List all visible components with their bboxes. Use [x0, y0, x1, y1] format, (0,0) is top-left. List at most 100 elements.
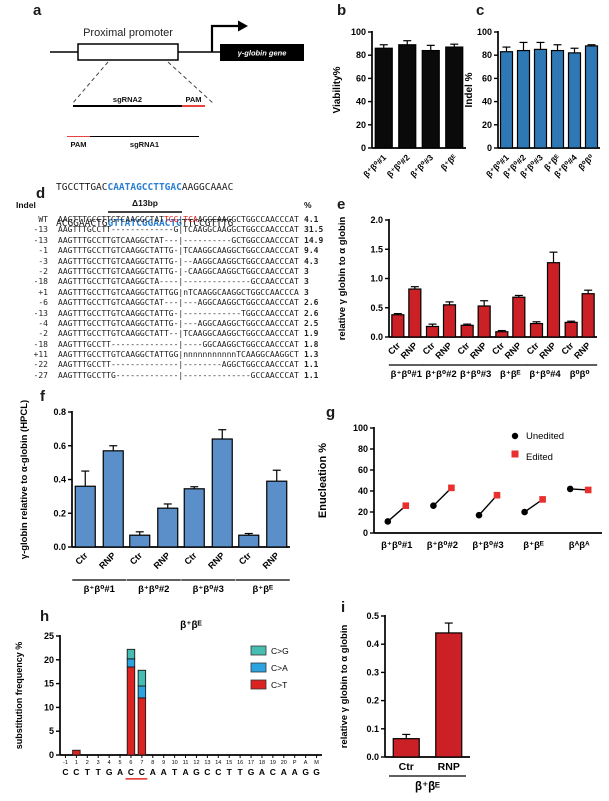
antisense-strand-sequence: ACGGAACTGGTTATCGGAACTGTTCCGTTTG: [56, 218, 233, 230]
indel-row: -13 AAGTTTGCCTT-------------G|TCAAGGCAAGG…: [12, 225, 352, 235]
indel-row: -13 AAGTTTGCCTTGTCAAGGCTAT---|----------G…: [12, 236, 352, 246]
panel-b-viability-chart: 0 20 40 60 80 100 Viability% β⁺β⁰#1β⁺β⁰#2β⁺β⁰#3…: [332, 27, 466, 179]
position-number: 15: [226, 760, 232, 766]
edited-point: [539, 496, 546, 503]
position-number: 17: [248, 760, 254, 766]
y-tick-label: 2.0: [370, 215, 383, 225]
bar: [183, 488, 205, 548]
bar: [460, 324, 474, 338]
y-axis-title: Viability%: [332, 66, 343, 113]
indel-row: -3 AAGTTTGCCTTGTCAAGGCTATTG-|--AAGGCAAGGC…: [12, 257, 352, 267]
pair-label: RNP: [433, 340, 454, 361]
bar: [533, 48, 548, 149]
sgRNA1-line: [90, 135, 199, 138]
position-letter: G: [193, 767, 200, 777]
x-category-label: β⁺β⁰#2: [385, 152, 412, 179]
legend-edited-marker: [511, 450, 519, 458]
y-tick-label: 0: [49, 750, 54, 760]
indel-size: -6: [38, 298, 48, 308]
indel-size: -13: [33, 235, 48, 245]
aligned-sequence: AAGTTTGCCTTGTCAAGGCTATTG-|-CAAGGCAAGGCTG…: [58, 266, 299, 276]
bar: [129, 534, 151, 548]
position-letter: G: [302, 767, 309, 777]
group-label: β⁺β⁰#4: [529, 369, 561, 380]
aligned-sequence: AAGTTTGCCTTGTCAAGGCTAT---|----------GCTG…: [58, 235, 299, 245]
bar: [211, 438, 233, 548]
position-letter: C: [215, 767, 221, 777]
unedited-point: [384, 518, 392, 525]
group-label: β⁺β⁰#1: [84, 584, 116, 595]
y-tick-label: 100: [353, 423, 368, 433]
deletion-region-line: [108, 211, 182, 213]
position-letter: G: [313, 767, 320, 777]
bar: [564, 321, 578, 338]
panel-f-hplc-chart: 0.0 0.2 0.4 0.6 0.8 γ-globin relative to α-gl…: [19, 400, 290, 595]
unedited-point: [566, 485, 574, 493]
aligned-sequence: AAGTTTGCCTTGTCAAGGCTA----|--------------…: [58, 277, 299, 287]
y-tick-label: 25: [44, 631, 54, 641]
bar: [512, 296, 526, 338]
edited-point: [402, 502, 410, 509]
position-number: 18: [259, 760, 265, 766]
panel-h-label: h: [40, 608, 50, 625]
gene-box: [220, 44, 304, 61]
y-tick-label: 60: [358, 465, 368, 475]
y-tick-label: 0.2: [366, 696, 379, 706]
stack-segment-C>T: [137, 697, 147, 756]
legend-label-C>G: C>G: [271, 646, 289, 656]
indel-frequency: 2.6: [304, 298, 319, 308]
indel-size: -13: [33, 308, 48, 318]
x-category-label: Ctr: [399, 761, 414, 773]
x-category-label: β⁺β⁰#3: [408, 152, 435, 179]
y-tick-label: 0: [487, 143, 492, 153]
bar: [374, 47, 393, 149]
y-tick-label: 0.8: [53, 407, 66, 417]
y-axis-title: substitution frequency %: [14, 642, 24, 750]
indel-frequency: 1.1: [304, 360, 319, 370]
y-tick-label: 0.4: [366, 639, 379, 649]
x-category-label: β⁺β⁰#1: [381, 540, 413, 551]
legend-unedited-marker: [511, 432, 519, 440]
pam-top-label: PAM: [185, 95, 202, 104]
position-letter: C: [73, 767, 79, 777]
group-label: β⁺βᴱ: [252, 584, 273, 595]
indel-frequency: 14.9: [304, 235, 324, 245]
y-tick-label: 10: [44, 702, 54, 712]
position-letter: G: [248, 767, 255, 777]
indel-frequency: 3: [304, 277, 309, 287]
bar: [425, 325, 440, 338]
indel-frequency: 1.9: [304, 329, 319, 339]
legend-label-C>A: C>A: [271, 663, 288, 673]
position-number: 10: [172, 760, 178, 766]
pair-label: RNP: [97, 550, 118, 571]
panel-g-enucleation-chart: 0 20 40 60 80 100 Enucleation % β⁺β⁰#1 β⁺β⁰#2 β⁺β…: [317, 423, 602, 551]
pam-bottom-label: PAM: [70, 140, 87, 149]
zoom-dash-right: [167, 61, 215, 105]
position-number: 7: [140, 760, 143, 766]
indel-row: -2 AAGTTTGCCTTGTCAAGGCTATTG-|-CAAGGCAAGGC…: [12, 267, 352, 277]
y-tick-label: 15: [44, 679, 54, 689]
bar: [392, 738, 420, 758]
seq-top-post: AAGGCAAAC: [181, 182, 234, 193]
legend-swatch-C>G: [250, 645, 267, 656]
bar: [408, 288, 422, 338]
bar: [445, 46, 464, 149]
aligned-sequence: AAGTTTGCCTTGTCAAGGCTATTG-|TCAAGGCAAGGCTG…: [58, 246, 299, 256]
bar: [584, 45, 599, 149]
indel-frequency: 4.1: [304, 215, 319, 224]
stack-segment-C>G: [137, 669, 147, 687]
x-category-label: β⁺βᴱ: [523, 540, 544, 551]
y-tick-label: 80: [482, 50, 492, 60]
position-number: 5: [119, 760, 122, 766]
position-letter: T: [96, 767, 102, 777]
y-tick-label: 5: [49, 726, 54, 736]
promoter-box: [77, 43, 179, 61]
x-category-label: β⁺βᴱ: [439, 152, 459, 172]
y-tick-label: 20: [482, 120, 492, 130]
y-tick-label: 0: [361, 143, 366, 153]
aligned-sequence: AAGTTTGCCTTGTCAAGGCTATT--|TCAAGGCAAGGCTG…: [58, 329, 299, 339]
indel-rows: WT AAGTTTGCCTTGTCAAGGCTATTGG|TCAAGGCAAGGC…: [12, 215, 352, 381]
bar: [398, 44, 417, 149]
position-number: 2: [86, 760, 89, 766]
